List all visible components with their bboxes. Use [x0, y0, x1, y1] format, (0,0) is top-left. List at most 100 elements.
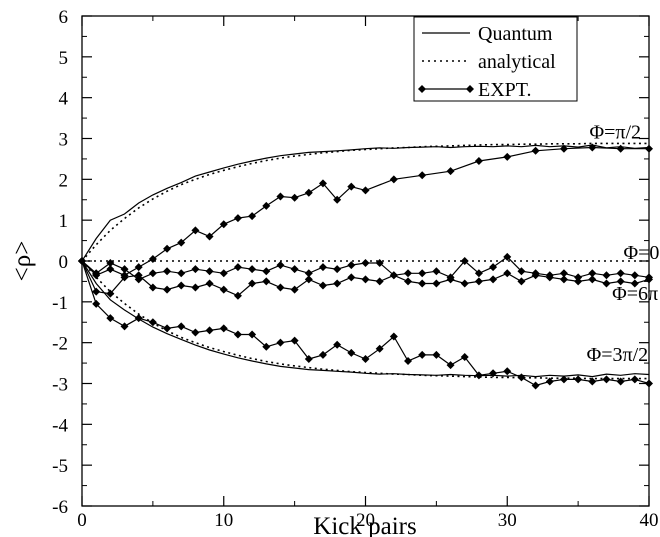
data-point	[333, 279, 342, 288]
series-line-analytical-6	[81, 260, 649, 380]
data-point	[177, 269, 186, 278]
data-point	[375, 277, 384, 286]
data-point	[290, 285, 299, 294]
data-point	[545, 377, 554, 386]
data-point	[148, 269, 157, 278]
x-tick-label: 10	[214, 510, 233, 531]
data-point	[389, 175, 398, 184]
y-tick-label: 3	[59, 130, 69, 151]
data-point	[304, 269, 313, 278]
data-point	[233, 291, 242, 300]
data-point	[474, 371, 483, 380]
series-line-expt-2	[81, 146, 649, 277]
data-point	[630, 279, 639, 288]
data-point	[205, 326, 214, 335]
y-tick-label: 2	[59, 170, 69, 191]
data-point	[361, 355, 370, 363]
data-point	[574, 273, 583, 282]
x-tick-label: 30	[498, 510, 517, 531]
data-point	[148, 318, 157, 327]
data-point	[304, 188, 313, 197]
data-point	[432, 350, 441, 359]
data-point	[262, 201, 271, 210]
data-point	[163, 267, 172, 276]
y-tick-label: -4	[52, 415, 68, 436]
data-point	[290, 193, 299, 202]
data-point	[574, 375, 583, 384]
data-point	[191, 226, 200, 235]
data-point	[531, 271, 540, 280]
data-point	[219, 324, 228, 333]
data-point	[347, 261, 356, 270]
x-tick-label: 20	[356, 510, 375, 531]
data-point	[333, 195, 342, 204]
data-point	[559, 275, 568, 284]
data-point	[545, 273, 554, 282]
data-point	[233, 330, 242, 339]
y-tick-label: 5	[59, 48, 69, 69]
data-point	[163, 324, 172, 333]
data-point	[347, 182, 356, 191]
data-point	[503, 269, 512, 278]
data-point	[120, 265, 129, 274]
data-point	[361, 275, 370, 284]
legend-expt-marker-right	[466, 85, 474, 93]
data-point	[318, 179, 327, 188]
legend-quantum-label: Quantum	[478, 23, 553, 45]
data-point	[148, 254, 157, 263]
data-point	[404, 357, 413, 366]
data-point	[489, 263, 498, 272]
data-point	[163, 285, 172, 294]
data-point	[120, 322, 129, 331]
data-point	[262, 267, 271, 276]
data-point	[460, 279, 469, 288]
curve-label: Φ=π/2	[589, 122, 641, 144]
data-point	[248, 279, 257, 288]
data-point	[333, 340, 342, 349]
curve-annotations: Φ=π/2 Φ=0 Φ=6π Φ=3π/2	[587, 122, 660, 367]
data-point	[205, 232, 214, 241]
y-tick-label: 0	[59, 252, 69, 273]
legend: Quantum analytical EXPT.	[413, 16, 578, 102]
data-point	[404, 277, 413, 286]
data-point	[531, 146, 540, 155]
data-point	[304, 275, 313, 284]
data-point	[276, 261, 285, 270]
data-point	[318, 281, 327, 290]
data-point	[106, 265, 115, 274]
data-point	[375, 259, 384, 268]
data-point	[588, 143, 597, 152]
data-point	[389, 271, 398, 280]
data-point	[616, 277, 625, 286]
data-point	[177, 281, 186, 290]
data-point	[602, 271, 611, 280]
data-point	[559, 269, 568, 278]
data-point	[559, 144, 568, 153]
y-tick-label: 1	[59, 211, 69, 232]
data-point	[205, 267, 214, 276]
data-point	[177, 322, 186, 331]
data-point	[574, 277, 583, 286]
data-point	[361, 186, 370, 195]
data-point	[248, 212, 257, 221]
data-point	[559, 375, 568, 384]
data-point	[106, 289, 115, 298]
data-point	[304, 355, 313, 363]
data-point	[503, 252, 512, 261]
series-line-analytical-1	[81, 142, 649, 262]
data-point	[517, 373, 526, 382]
data-point	[276, 192, 285, 201]
data-point	[219, 285, 228, 294]
data-point	[517, 267, 526, 276]
data-point	[630, 375, 639, 384]
axis-ticks: 0 10 20 30 40 -6 -5 -4 -3 -2 -1 0 1 2 3 4 5 6	[52, 7, 658, 531]
data-point	[276, 338, 285, 347]
curve-label: Φ=6π	[612, 283, 658, 305]
data-point	[418, 279, 427, 288]
y-tick-label: -1	[52, 293, 68, 314]
data-point	[588, 269, 597, 278]
x-tick-label: 40	[640, 510, 659, 531]
data-point	[432, 279, 441, 288]
data-point	[602, 279, 611, 288]
data-point	[248, 265, 257, 274]
